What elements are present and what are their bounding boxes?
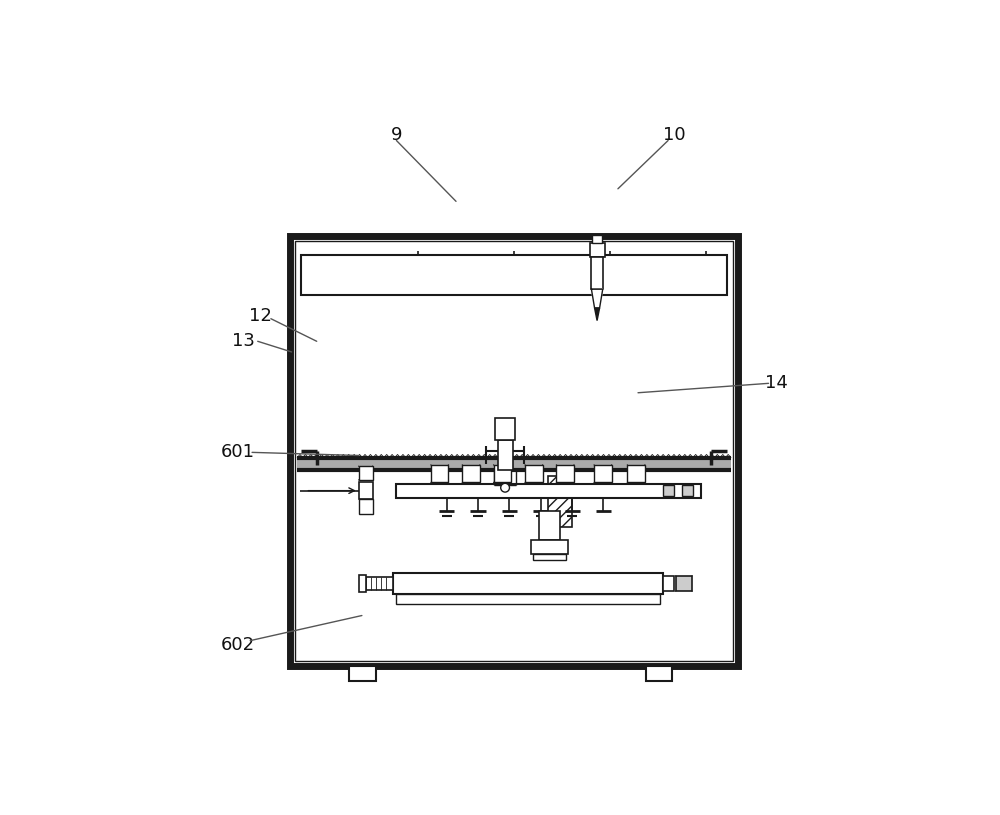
Polygon shape [595,308,600,320]
Bar [533,554,566,560]
Text: 14: 14 [765,374,788,392]
Bar [627,465,645,482]
Bar [359,575,366,593]
Bar [676,576,692,591]
Bar [663,485,674,496]
Bar [539,511,560,540]
Bar [393,574,663,593]
Text: 602: 602 [221,636,255,654]
Bar [594,465,612,482]
Bar [349,666,376,681]
Bar [495,418,515,440]
Bar [359,466,373,480]
Bar [431,465,448,482]
Bar [365,577,393,590]
Text: 12: 12 [249,307,272,325]
Bar [498,440,513,470]
Bar [359,482,373,500]
Bar [396,484,701,497]
Bar [548,477,572,526]
Bar [396,593,660,604]
Bar [301,254,727,296]
Bar [290,236,738,666]
Bar [682,485,693,496]
Bar [556,465,574,482]
Bar [590,243,605,257]
Bar [592,236,602,243]
Bar [494,465,511,482]
Bar [591,257,603,289]
Bar [663,576,674,591]
Bar [525,465,543,482]
Bar [646,666,672,681]
Text: 13: 13 [232,333,255,350]
Bar [531,540,568,554]
Text: 10: 10 [663,126,686,144]
Text: 601: 601 [221,443,255,461]
Text: 9: 9 [391,126,402,144]
Bar [359,500,373,514]
Bar [462,465,480,482]
Bar [295,241,733,661]
Bar [297,457,731,470]
Polygon shape [591,289,603,308]
Circle shape [501,483,509,492]
